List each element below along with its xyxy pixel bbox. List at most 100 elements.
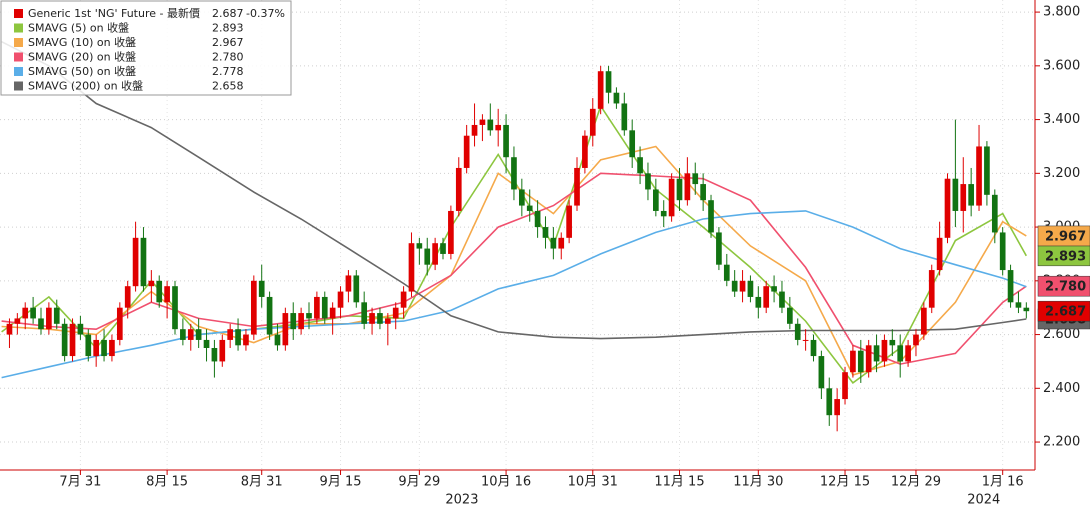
candle-body — [629, 130, 636, 158]
candle-body — [187, 329, 194, 340]
value-tag-label: 2.780 — [1045, 280, 1086, 295]
x-tick-label: 1月 16 — [982, 475, 1024, 490]
legend-swatch — [14, 67, 23, 76]
candle-body — [148, 280, 155, 287]
candle-body — [613, 92, 620, 104]
candle-body — [377, 313, 383, 324]
candle-body — [321, 296, 328, 319]
candle-body — [928, 270, 935, 308]
legend-value: 2.778 — [212, 65, 244, 78]
candle-body — [731, 280, 738, 292]
candle-body — [124, 286, 131, 308]
candle-body — [361, 302, 368, 324]
candle-body — [384, 318, 391, 324]
candle-body — [6, 323, 13, 335]
value-tag — [1037, 275, 1090, 297]
x-group-label: 2023 — [445, 493, 478, 508]
candle-body — [952, 178, 959, 211]
legend-swatch — [14, 38, 23, 47]
candle-body — [716, 232, 722, 265]
x-group-label: 2024 — [967, 493, 1000, 508]
ma-line — [1, 210, 1027, 379]
x-tick-label: 12月 29 — [891, 475, 941, 490]
candle-body — [550, 237, 557, 249]
candle-body — [448, 210, 454, 254]
candle-body — [85, 334, 92, 357]
candle-body — [495, 124, 502, 131]
value-tag-label: 2.967 — [1045, 229, 1086, 244]
candle-body — [684, 173, 691, 201]
candle-body — [77, 323, 84, 335]
candle-body — [250, 280, 257, 335]
x-tick-label: 8月 31 — [241, 475, 283, 490]
candle-body — [905, 345, 911, 362]
candle-body — [897, 345, 904, 362]
x-tick-label: 12月 15 — [820, 475, 870, 490]
candle-body — [61, 323, 68, 357]
candle-body — [692, 173, 699, 185]
candle-body — [621, 103, 628, 131]
candle-body — [960, 184, 967, 211]
candle-body — [503, 124, 509, 158]
ma-line — [1, 40, 1027, 340]
candle-body — [810, 339, 817, 357]
candle-body — [802, 339, 809, 341]
candle-body — [511, 157, 517, 190]
legend-swatch — [14, 81, 23, 91]
x-tick-label: 9月 15 — [320, 475, 362, 490]
legend-value: 2.658 — [212, 80, 244, 93]
candle-body — [999, 232, 1006, 271]
candle-body — [605, 71, 612, 93]
candle-body — [69, 323, 76, 357]
legend-value: 2.687 — [212, 7, 244, 20]
candle-body — [345, 275, 352, 292]
candle-body — [739, 280, 746, 292]
candle-body — [794, 323, 801, 340]
candle-body — [747, 280, 754, 297]
value-tag — [1037, 300, 1090, 322]
candle-body — [180, 329, 186, 340]
x-tick-label: 10月 31 — [568, 475, 618, 490]
candle-body — [46, 307, 52, 330]
value-tag-label: 2.893 — [1045, 249, 1086, 264]
candle-body — [314, 296, 320, 319]
candle-body — [306, 313, 312, 319]
candle-body — [787, 307, 793, 324]
candle-body — [700, 184, 706, 201]
candle-body — [755, 296, 762, 308]
candle-body — [408, 243, 415, 292]
candle-body — [227, 329, 234, 340]
candle-body — [101, 339, 107, 357]
candle-body — [826, 388, 833, 416]
legend-value: 2.967 — [212, 36, 244, 49]
candle-body — [329, 307, 336, 319]
legend-label: SMAVG (50) on 收盤 — [28, 64, 136, 78]
candle-body — [881, 339, 888, 362]
candle-body — [93, 339, 100, 357]
legend-value: 2.780 — [212, 51, 244, 64]
candle-body — [582, 135, 588, 168]
candle-body — [566, 205, 572, 238]
candle-body — [676, 178, 683, 201]
y-tick-label: 3.800 — [1043, 5, 1080, 20]
y-tick-label: 2.600 — [1043, 327, 1080, 342]
legend-value: 2.893 — [212, 22, 244, 35]
candle-body — [424, 248, 431, 265]
y-tick-label: 3.200 — [1043, 166, 1080, 181]
candle-body — [455, 167, 462, 211]
candle-body — [416, 243, 423, 249]
candle-body — [353, 275, 360, 303]
y-tick-label: 3.600 — [1043, 58, 1080, 73]
candle-body — [842, 372, 848, 400]
candle-body — [991, 194, 998, 233]
candle-body — [913, 334, 919, 346]
candle-body — [645, 173, 651, 190]
candle-body — [337, 291, 344, 308]
x-tick-label: 10月 16 — [481, 475, 531, 490]
candle-body — [944, 178, 951, 238]
candle-body — [857, 350, 864, 373]
candle-body — [660, 210, 667, 217]
candle-body — [921, 307, 927, 335]
candle-body — [708, 200, 714, 233]
